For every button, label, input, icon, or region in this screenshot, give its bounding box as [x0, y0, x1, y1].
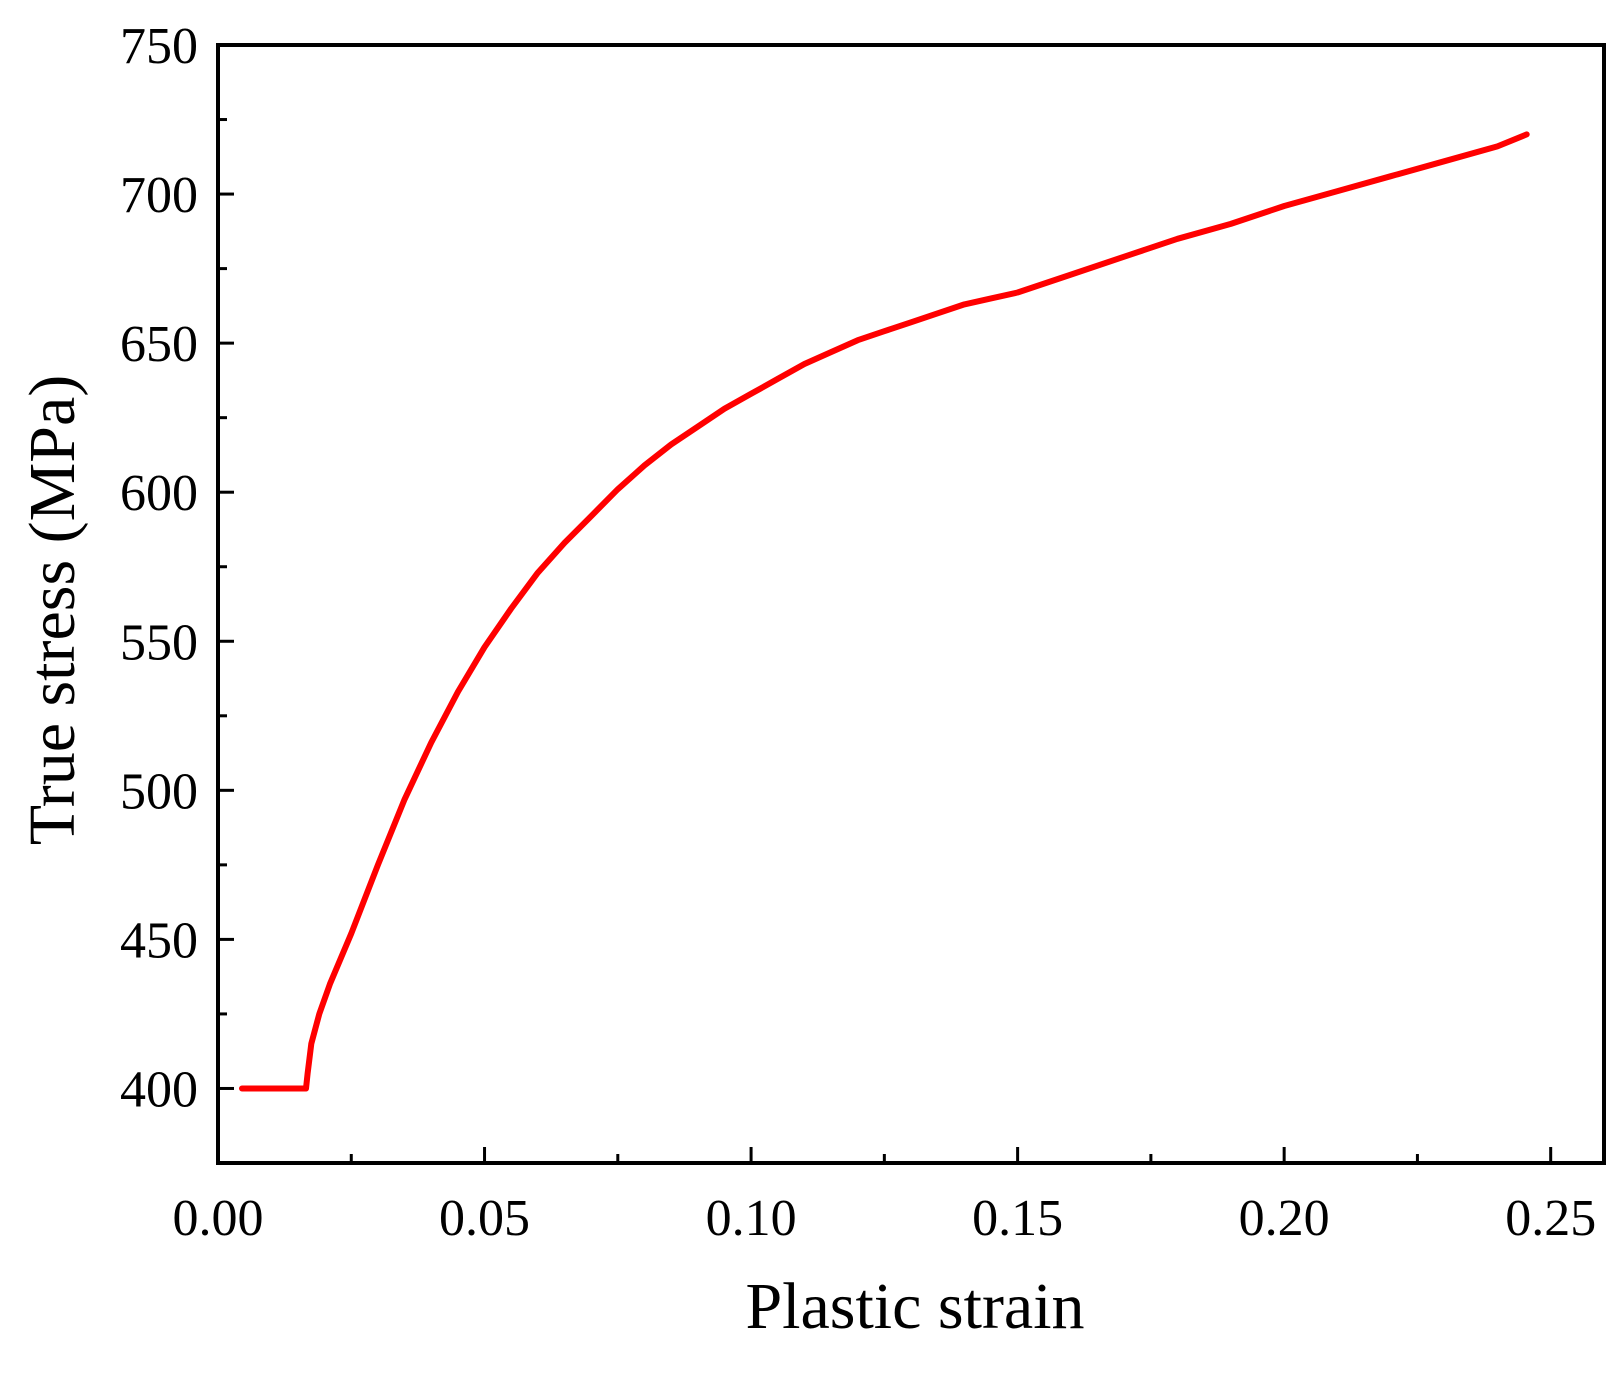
plot-frame: [216, 43, 1606, 1165]
y-tick-label: 650: [120, 316, 198, 373]
y-axis-title: True stress (MPa): [16, 375, 89, 846]
x-tick-label: 0.10: [706, 1190, 797, 1247]
y-tick-label: 550: [120, 614, 198, 671]
x-axis: 0.00 0.05 0.10 0.15 0.20 0.25: [173, 1147, 1596, 1247]
x-tick-label: 0.05: [439, 1190, 530, 1247]
y-tick-label: 450: [120, 912, 198, 969]
x-tick-label: 0.25: [1505, 1190, 1596, 1247]
y-tick-label: 700: [120, 167, 198, 224]
series-layer: [239, 131, 1530, 1092]
x-axis-title: Plastic strain: [745, 1270, 1084, 1343]
x-tick-label: 0.15: [972, 1190, 1063, 1247]
series-line-0: [239, 131, 1530, 1092]
y-axis: 400 450 500 550 600 650 700 750: [120, 18, 234, 1165]
x-tick-label: 0.00: [173, 1190, 264, 1247]
x-tick-label: 0.20: [1239, 1190, 1330, 1247]
y-tick-label: 400: [120, 1061, 198, 1118]
y-tick-label: 500: [120, 763, 198, 820]
y-tick-label: 600: [120, 465, 198, 522]
plot-area: [216, 43, 1606, 1165]
y-tick-label: 750: [120, 18, 198, 75]
